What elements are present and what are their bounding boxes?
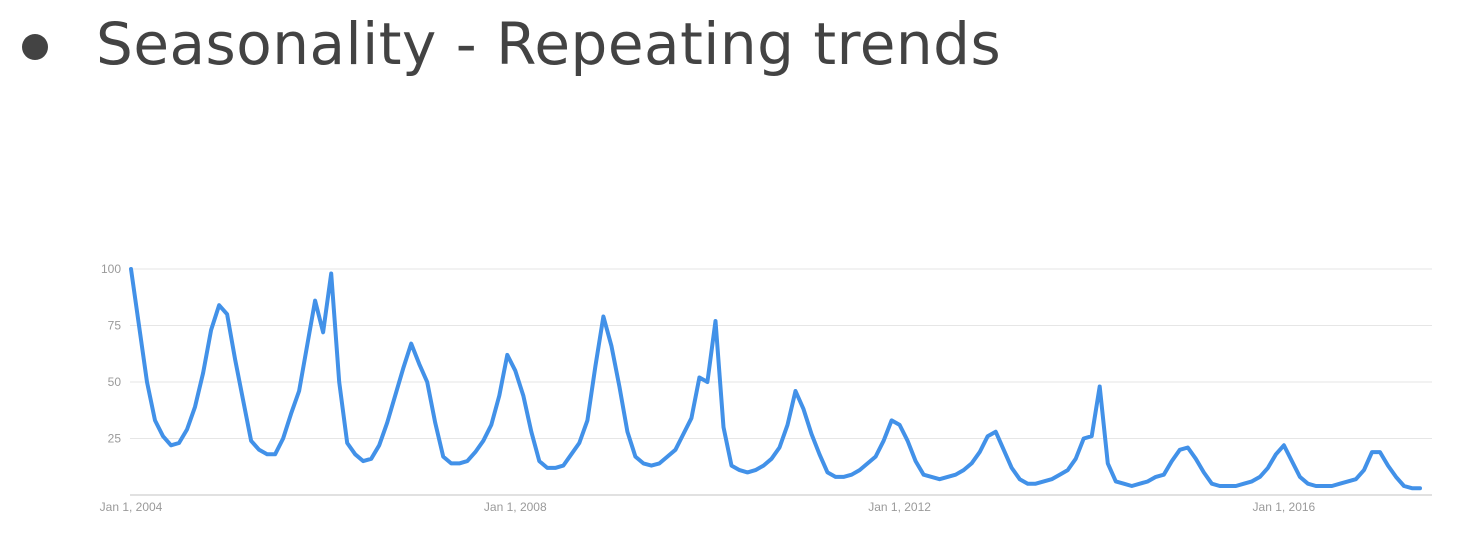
x-tick-label: Jan 1, 2012 bbox=[868, 500, 931, 514]
y-tick-label: 100 bbox=[101, 262, 121, 276]
y-axis-ticks: 25 50 75 100 bbox=[101, 262, 121, 446]
y-tick-label: 75 bbox=[108, 319, 122, 333]
y-tick-label: 25 bbox=[108, 432, 122, 446]
slide-heading: Seasonality - Repeating trends bbox=[22, 4, 1001, 84]
y-tick-label: 50 bbox=[108, 375, 122, 389]
x-tick-label: Jan 1, 2016 bbox=[1253, 500, 1316, 514]
series-layer bbox=[129, 267, 1422, 491]
x-tick-label: Jan 1, 2008 bbox=[484, 500, 547, 514]
slide-title: Seasonality - Repeating trends bbox=[96, 10, 1002, 78]
series-line-0 bbox=[129, 267, 1422, 491]
x-tick-label: Jan 1, 2004 bbox=[100, 500, 163, 514]
x-axis-ticks: Jan 1, 2004 Jan 1, 2008 Jan 1, 2012 Jan 1, … bbox=[100, 500, 1316, 514]
bullet-dot-icon bbox=[22, 34, 48, 60]
